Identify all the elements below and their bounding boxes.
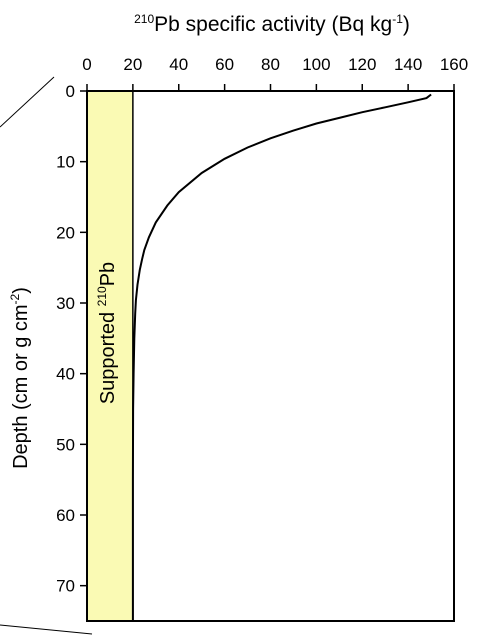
series-line: [131, 93, 432, 621]
y-tick-label: 0: [66, 82, 75, 101]
y-tick-label: 40: [56, 365, 75, 384]
x-tick-label: 120: [348, 55, 376, 74]
y-tick-label: 50: [56, 435, 75, 454]
chart-title: 210Pb specific activity (Bq kg-1): [134, 12, 410, 36]
x-tick-label: 0: [82, 55, 91, 74]
x-tick-label: 160: [440, 55, 468, 74]
x-tick-label: 140: [394, 55, 422, 74]
x-axis-ticks: 0 20 40 60 80 100 120 140 160: [82, 55, 468, 91]
y-tick-label: 10: [56, 153, 75, 172]
supported-band: [87, 91, 133, 621]
y-axis-label: Depth (cm or g cm-2): [8, 287, 32, 469]
y-tick-label: 60: [56, 506, 75, 525]
supported-band-label: Supported 210Pb: [95, 262, 119, 404]
y-tick-label: 70: [56, 577, 75, 596]
y-tick-label: 20: [56, 223, 75, 242]
connector-line-bottom: [0, 624, 93, 635]
x-tick-label: 80: [261, 55, 280, 74]
connector-line-top: [0, 76, 55, 128]
x-tick-label: 100: [302, 55, 330, 74]
y-axis-ticks: 0 10 20 30 40 50 60 70: [56, 82, 87, 596]
y-tick-label: 30: [56, 294, 75, 313]
x-tick-label: 20: [123, 55, 142, 74]
plot-frame: [86, 90, 455, 622]
x-tick-label: 60: [215, 55, 234, 74]
x-tick-label: 40: [169, 55, 188, 74]
